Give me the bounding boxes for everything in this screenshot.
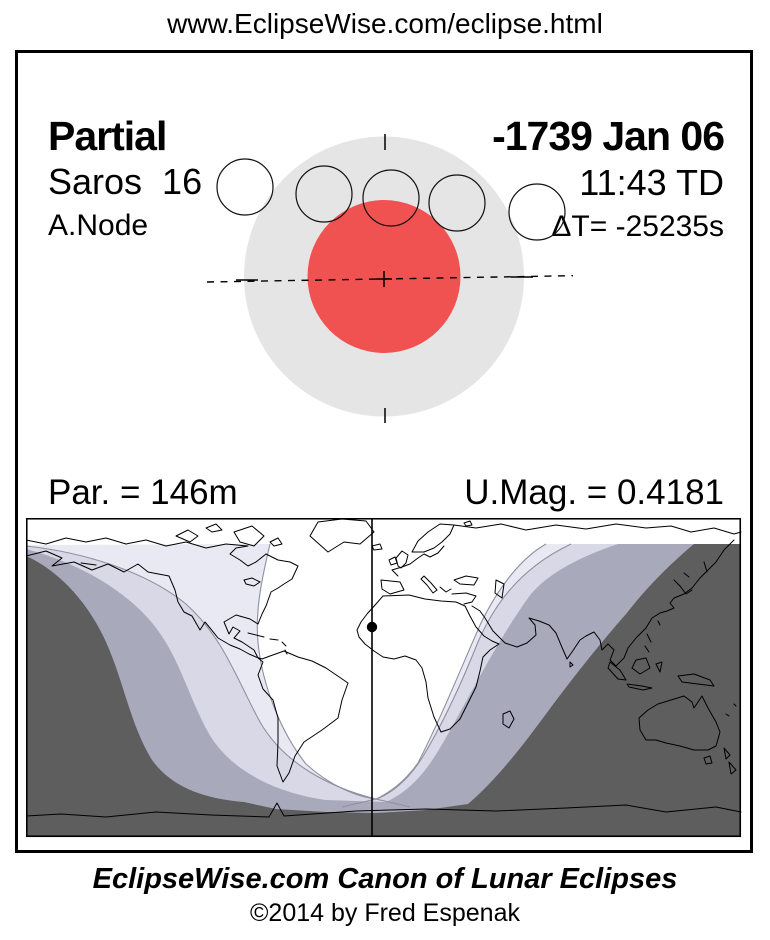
moon-position-circle — [362, 169, 420, 227]
world-coastlines — [26, 518, 742, 818]
contact-curve-u-west — [26, 545, 377, 800]
moon-position-circle — [295, 165, 353, 223]
center-cross — [376, 271, 392, 287]
shade-band-not-visible — [26, 544, 741, 837]
eclipse-type: Partial — [48, 113, 167, 159]
node-type: A.Node — [48, 209, 149, 242]
eclipse-date: -1739 Jan 06 — [492, 113, 725, 159]
delta-t: ΔT= -25235s — [551, 210, 724, 243]
coast-europe — [380, 523, 505, 605]
site-url: www.EclipseWise.com/eclipse.html — [167, 8, 603, 39]
eclipse-time: 11:43 TD — [579, 162, 724, 203]
moon-position-circle — [428, 174, 486, 232]
coast-antarctica — [26, 802, 742, 818]
partial-duration: Par. = 146m — [48, 473, 238, 512]
saros-series: Saros 16 — [48, 161, 203, 202]
contact-curve-u-east — [375, 543, 572, 800]
shadow-diagram — [206, 134, 574, 423]
coast-islands — [80, 520, 737, 729]
coast-greenland-arctic — [175, 518, 375, 587]
moon-position-circle — [216, 158, 274, 216]
visibility-map — [26, 518, 742, 838]
sublunar-point — [366, 621, 378, 633]
coast-africa — [356, 594, 500, 733]
coast-australia — [638, 695, 737, 775]
coast-americas — [26, 537, 349, 783]
penumbra-edge-ticks — [236, 276, 533, 281]
moon-position-circle — [508, 183, 566, 241]
coast-asia — [453, 523, 742, 667]
copyright: ©2014 by Fred Espenak — [250, 899, 520, 927]
map-border — [26, 518, 742, 838]
umbral-magnitude: U.Mag. = 0.4181 — [464, 473, 724, 512]
canon-title: EclipseWise.com Canon of Lunar Eclipses — [92, 863, 678, 895]
